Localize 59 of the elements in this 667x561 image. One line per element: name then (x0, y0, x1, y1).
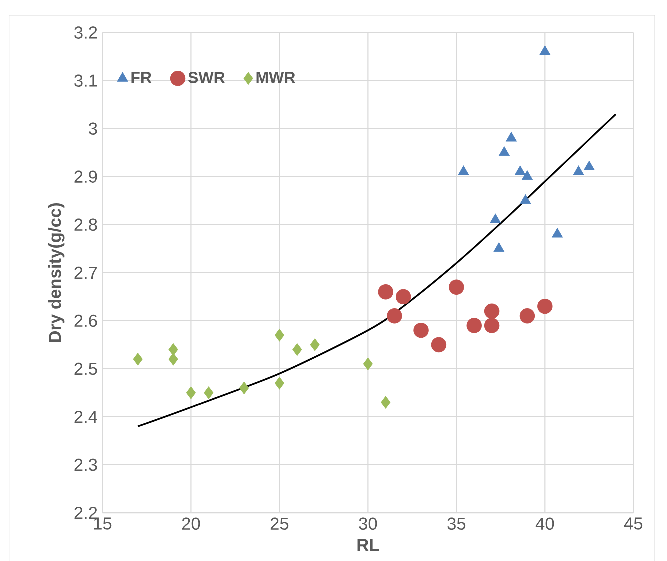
point (490, 214, 502, 224)
point (458, 166, 470, 176)
legend-label: MWR (256, 72, 296, 84)
point (274, 329, 284, 342)
point (431, 337, 447, 353)
x-tick-label: 40 (536, 518, 554, 530)
y-tick-label: 2.8 (74, 218, 98, 232)
point (466, 318, 482, 334)
y-tick-label: 2.6 (74, 314, 98, 328)
y-tick-label: 2.9 (74, 170, 98, 183)
point (494, 242, 505, 252)
point (552, 228, 564, 238)
point (168, 353, 178, 366)
point (168, 343, 178, 356)
point (363, 358, 373, 370)
point (186, 386, 196, 400)
x-tick-label: 20 (182, 518, 200, 530)
point (274, 377, 284, 390)
point (449, 280, 464, 295)
point (573, 166, 584, 176)
point (484, 304, 500, 319)
point (414, 322, 429, 338)
y-tick-label: 3.1 (74, 74, 98, 87)
point (381, 396, 391, 409)
y-tick-label: 2.5 (74, 362, 98, 376)
point (584, 160, 595, 171)
x-axis-title: RL (358, 539, 380, 552)
point (378, 284, 394, 300)
x-tick-label: 45 (624, 518, 643, 530)
point (396, 289, 412, 305)
x-tick-label: 15 (94, 518, 112, 530)
x-tick-label: 35 (448, 518, 466, 530)
point (522, 170, 533, 180)
point (310, 338, 320, 352)
point (387, 308, 402, 324)
y-tick-label: 2.4 (74, 410, 98, 424)
point (204, 386, 214, 400)
point (133, 353, 143, 366)
x-tick-label: 25 (270, 518, 289, 530)
point (514, 166, 526, 176)
line-series (137, 114, 617, 428)
point (520, 308, 536, 324)
point (498, 146, 510, 156)
x-tick-label: 30 (359, 518, 378, 530)
legend-label: FR (132, 72, 152, 84)
legend-label: SWR (188, 72, 226, 84)
point (484, 318, 500, 334)
y-tick-label: 3 (89, 122, 98, 135)
point (540, 46, 551, 56)
y-tick-label: 2.2 (74, 506, 98, 520)
point (292, 343, 302, 356)
y-axis-title: Dry density(g/cc) (48, 203, 65, 342)
y-tick-label: 2.3 (74, 458, 98, 472)
point (520, 194, 532, 204)
y-tick-label: 3.2 (74, 26, 98, 39)
point (240, 382, 250, 394)
point (506, 132, 518, 142)
point (538, 298, 553, 314)
y-tick-label: 2.7 (74, 266, 98, 279)
